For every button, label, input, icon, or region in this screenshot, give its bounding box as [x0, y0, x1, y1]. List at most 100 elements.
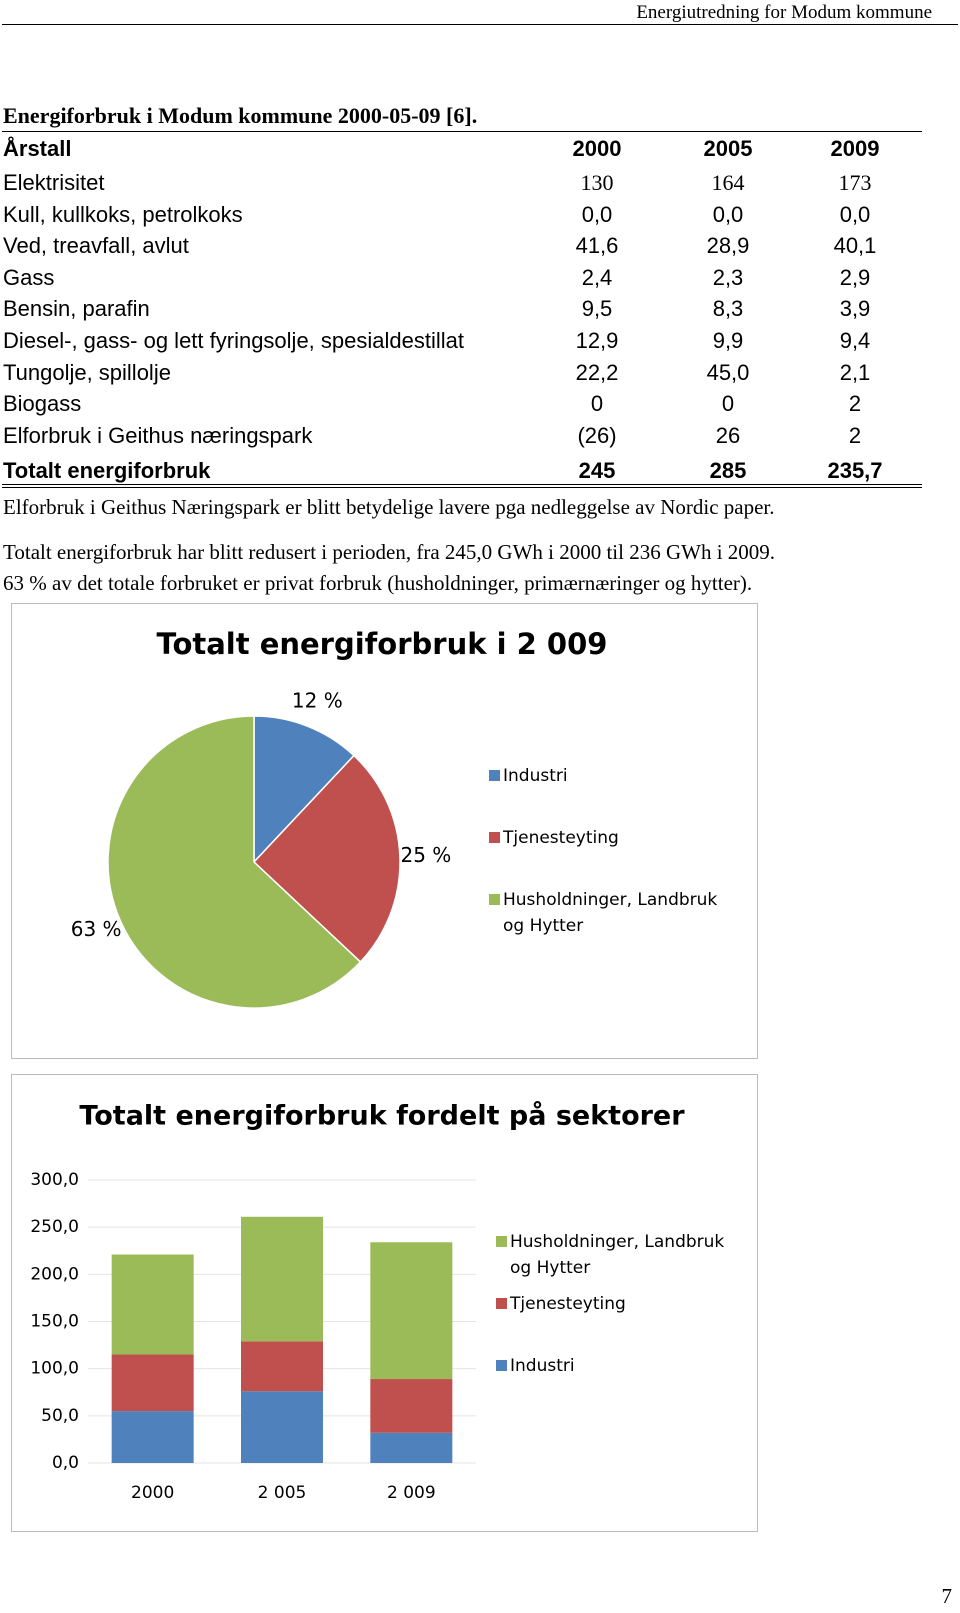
row-label: Ved, treavfall, avlut [3, 233, 189, 259]
legend-entry: Husholdninger, Landbruk og Hytter [503, 890, 718, 936]
legend-entry: Industri [503, 766, 568, 786]
table-cell: (26) [577, 422, 617, 448]
legend-entry: Tjenesteyting [503, 828, 619, 848]
table-cell: 45,0 [706, 359, 750, 385]
legend-label: Tjenesteyting [503, 828, 619, 848]
bar-segment [241, 1341, 323, 1392]
table-cell: 2,4 [581, 264, 613, 290]
table-cell: 2,3 [712, 264, 744, 290]
table-rule [2, 131, 922, 132]
table-cell: 9,4 [839, 328, 871, 353]
y-tick-label: 150,0 [30, 1312, 79, 1332]
column-header: 2009 [830, 136, 880, 161]
row-label: Elektrisitet [3, 170, 105, 195]
row-label: Diesel-, gass- og lett fyringsolje, spes… [3, 328, 464, 353]
total-cell: 235,7 [827, 458, 883, 483]
table-cell: 22,2 [575, 359, 619, 385]
bar-segment [111, 1254, 194, 1355]
row-label: Gass [3, 264, 55, 290]
row-label: Biogass [3, 391, 82, 417]
legend-label: Tjenesteyting [510, 1294, 626, 1314]
bar-segment [370, 1379, 453, 1433]
table-cell: 26 [715, 422, 741, 448]
table-cell: 0,0 [712, 201, 744, 227]
x-tick-label: 2 009 [387, 1483, 436, 1503]
table-cell: 0 [721, 391, 735, 417]
chart-title: Totalt energiforbruk i 2 009 [157, 627, 608, 661]
table-bottom-rule [2, 484, 922, 488]
y-tick-label: 50,0 [41, 1406, 79, 1426]
table-cell: 0,0 [839, 201, 871, 227]
legend-swatch [489, 832, 500, 843]
y-tick-label: 100,0 [30, 1359, 79, 1379]
total-label: Totalt energiforbruk [3, 458, 211, 483]
table-cell: 0 [590, 391, 604, 417]
table-cell: 2 [848, 422, 862, 448]
y-tick-label: 250,0 [30, 1217, 79, 1237]
row-label: Bensin, parafin [3, 296, 150, 322]
data-label: 25 % [401, 843, 452, 867]
pie-slice [253, 715, 356, 864]
legend-swatch [496, 1360, 507, 1371]
bar-segment [111, 1411, 194, 1463]
note: Totalt energiforbruk har blitt redusert … [3, 540, 776, 564]
table-cell: 40,1 [833, 233, 877, 259]
row-label: Kull, kullkoks, petrolkoks [3, 201, 243, 227]
table-cell: 130 [580, 170, 614, 195]
bar-segment [241, 1391, 323, 1463]
table-cell: 8,3 [712, 296, 744, 322]
table-cell: 9,5 [581, 296, 613, 322]
pie-slice [252, 754, 401, 964]
row-label: Elforbruk i Geithus næringspark [3, 422, 313, 448]
legend-label: Industri [503, 766, 568, 786]
chart-frame [11, 1074, 758, 1532]
table-cell: 12,9 [575, 328, 619, 353]
page-number: 7 [941, 1584, 953, 1608]
table-cell: 173 [838, 170, 872, 195]
legend-entry: Husholdninger, Landbruk og Hytter [510, 1232, 725, 1278]
x-tick-label: 2 005 [258, 1483, 307, 1503]
y-tick-label: 200,0 [30, 1264, 79, 1284]
table-cell: 2 [848, 391, 862, 417]
total-cell: 245 [578, 458, 616, 483]
running-header: Energiutredning for Modum kommune [636, 2, 932, 23]
bar-segment [241, 1216, 323, 1342]
legend-swatch [496, 1236, 507, 1247]
chart-frame [11, 603, 758, 1059]
legend-entry: Tjenesteyting [510, 1294, 626, 1314]
row-label: Tungolje, spillolje [3, 359, 171, 385]
table-cell: 41,6 [575, 233, 619, 259]
table-caption: Energiforbruk i Modum kommune 2000-05-09… [3, 103, 478, 128]
data-label: 63 % [71, 917, 122, 941]
bar-segment [111, 1354, 194, 1412]
bar-segment [370, 1432, 453, 1463]
table-cell: 9,9 [712, 328, 744, 353]
legend-swatch [496, 1298, 507, 1309]
legend-swatch [489, 894, 500, 905]
note: Elforbruk i Geithus Næringspark er blitt… [3, 495, 775, 519]
pie-slice [107, 715, 362, 1009]
legend-label: Husholdninger, Landbruk og Hytter [510, 1232, 725, 1278]
table-cell: 2,1 [839, 359, 871, 385]
y-tick-label: 300,0 [30, 1170, 79, 1190]
total-cell: 285 [709, 458, 747, 483]
row-header-title: Årstall [3, 136, 72, 161]
data-label: 12 % [292, 689, 343, 713]
column-header: 2005 [703, 136, 753, 161]
column-header: 2000 [572, 136, 622, 161]
table-cell: 2,9 [839, 264, 871, 290]
x-tick-label: 2000 [131, 1483, 174, 1503]
y-tick-label: 0,0 [52, 1453, 79, 1473]
note: 63 % av det totale forbruket er privat f… [3, 571, 753, 595]
legend-label: Husholdninger, Landbruk og Hytter [503, 890, 718, 936]
bar-segment [370, 1242, 453, 1380]
table-cell: 0,0 [581, 201, 613, 227]
legend-entry: Industri [510, 1356, 575, 1376]
legend-label: Industri [510, 1356, 575, 1376]
table-cell: 3,9 [839, 296, 871, 322]
table-cell: 28,9 [706, 233, 750, 259]
table-cell: 164 [711, 170, 745, 195]
header-rule [2, 24, 958, 25]
